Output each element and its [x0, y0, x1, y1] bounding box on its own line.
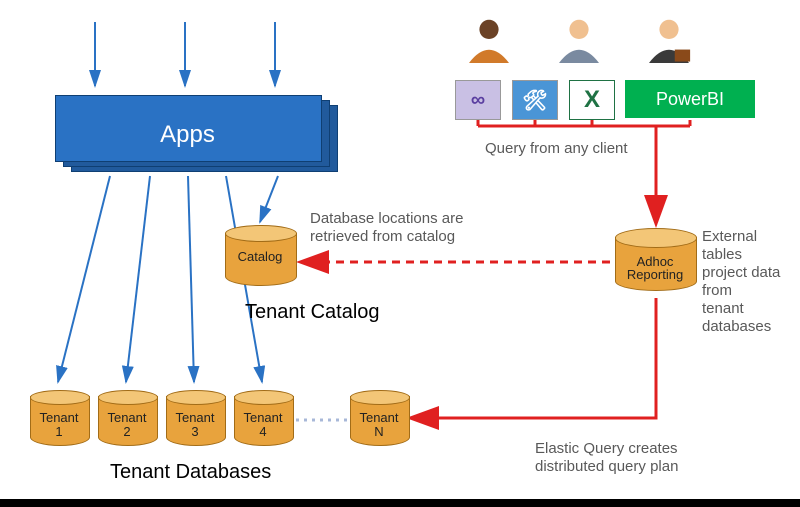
arrows-layer	[0, 0, 800, 507]
footer-bar	[0, 499, 800, 507]
powerbi-tile: PowerBI	[625, 80, 755, 118]
tenants-caption: Tenant Databases	[110, 460, 271, 484]
ssms-icon: 🛠	[512, 80, 558, 120]
apps-label: Apps	[55, 121, 320, 149]
elastic-caption: Elastic Query createsdistributed query p…	[535, 440, 678, 476]
adhoc-caption: External tablesproject data fromtenant d…	[702, 228, 800, 336]
visual-studio-icon: ∞	[455, 80, 501, 120]
user-icon	[645, 15, 693, 75]
catalog-caption: Tenant Catalog	[245, 300, 380, 324]
user-icon	[465, 15, 513, 75]
user-icon	[555, 15, 603, 75]
apps-box: Apps	[55, 95, 336, 176]
clients-caption: Query from any client	[485, 140, 628, 158]
excel-icon: X	[569, 80, 615, 120]
powerbi-label: PowerBI	[656, 89, 724, 110]
catalog-note: Database locations areretrieved from cat…	[310, 210, 463, 246]
